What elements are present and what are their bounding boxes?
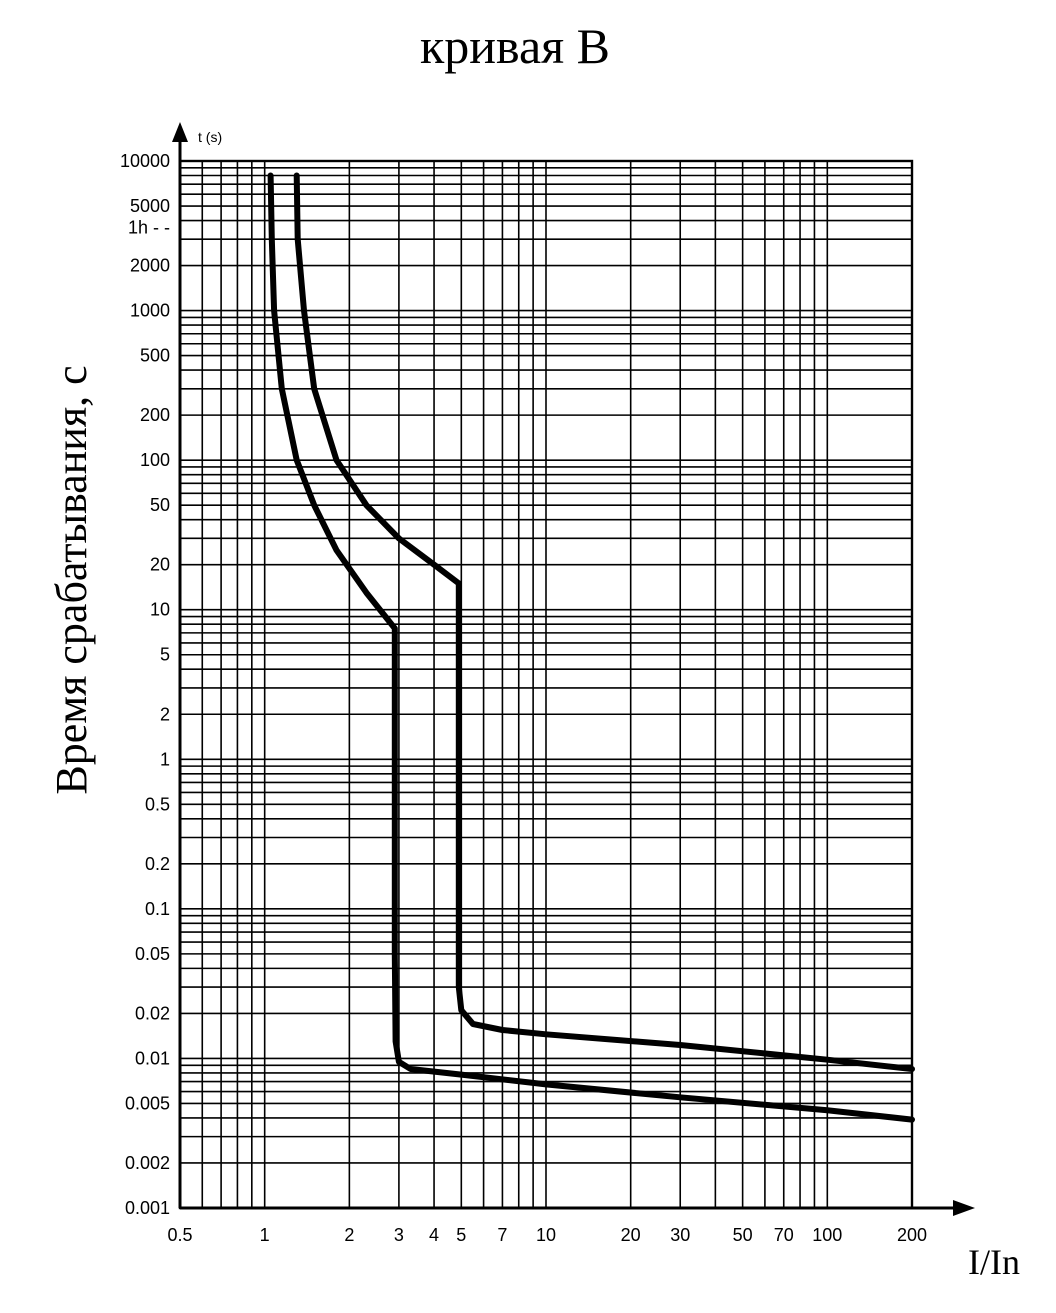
y-unit-label: t (s)	[198, 129, 222, 145]
y-tick-label: 20	[150, 555, 170, 575]
y-tick-label: 0.5	[145, 794, 170, 814]
x-axis-label: I/In	[968, 1242, 1020, 1282]
x-tick-label: 7	[497, 1225, 507, 1245]
x-tick-label: 100	[812, 1225, 842, 1245]
x-tick-label: 4	[429, 1225, 439, 1245]
y-tick-label: 0.02	[135, 1003, 170, 1023]
y-tick-label: 50	[150, 495, 170, 515]
y-tick-label: 0.05	[135, 944, 170, 964]
curves	[267, 172, 915, 1123]
grid	[178, 159, 914, 1210]
x-tick-label: 50	[733, 1225, 753, 1245]
y-tick-label: 200	[140, 405, 170, 425]
x-tick-label: 20	[621, 1225, 641, 1245]
y-tick-label: 2000	[130, 256, 170, 276]
y-tick-label: 10000	[120, 151, 170, 171]
y-tick-label: 5000	[130, 196, 170, 216]
y-tick-label: 0.01	[135, 1048, 170, 1068]
y-tick-label: 500	[140, 346, 170, 366]
y-tick-label: 2	[160, 704, 170, 724]
y-tick-label: 0.002	[125, 1153, 170, 1173]
y-tick-label: 1h - -	[128, 217, 170, 237]
y-tick-label: 1000	[130, 301, 170, 321]
axes	[172, 122, 975, 1216]
y-tick-label: 0.001	[125, 1198, 170, 1218]
y-tick-label: 5	[160, 645, 170, 665]
y-tick-label: 0.1	[145, 899, 170, 919]
y-tick-label: 0.005	[125, 1093, 170, 1113]
trip-curve-2	[293, 172, 915, 1072]
y-tick-label: 0.2	[145, 854, 170, 874]
y-tick-label: 1	[160, 749, 170, 769]
y-tick-label: 10	[150, 600, 170, 620]
x-tick-label: 0.5	[167, 1225, 192, 1245]
x-tick-label: 70	[774, 1225, 794, 1245]
x-tick-labels: 0.5 1 2 3 4 5 7 10 20 30 50 70 100 200	[167, 1225, 927, 1245]
x-tick-label: 5	[456, 1225, 466, 1245]
x-tick-label: 30	[670, 1225, 690, 1245]
y-axis-arrow-icon	[172, 122, 188, 142]
x-tick-label: 200	[897, 1225, 927, 1245]
x-tick-label: 3	[394, 1225, 404, 1245]
y-axis-label: Время срабатывания, с	[47, 365, 96, 794]
x-tick-label: 2	[344, 1225, 354, 1245]
x-axis-arrow-icon	[953, 1200, 975, 1216]
x-tick-label: 1	[260, 1225, 270, 1245]
y-tick-label: 100	[140, 450, 170, 470]
trip-curve-1	[267, 172, 915, 1123]
chart-title: кривая B	[420, 18, 610, 74]
x-tick-label: 10	[536, 1225, 556, 1245]
